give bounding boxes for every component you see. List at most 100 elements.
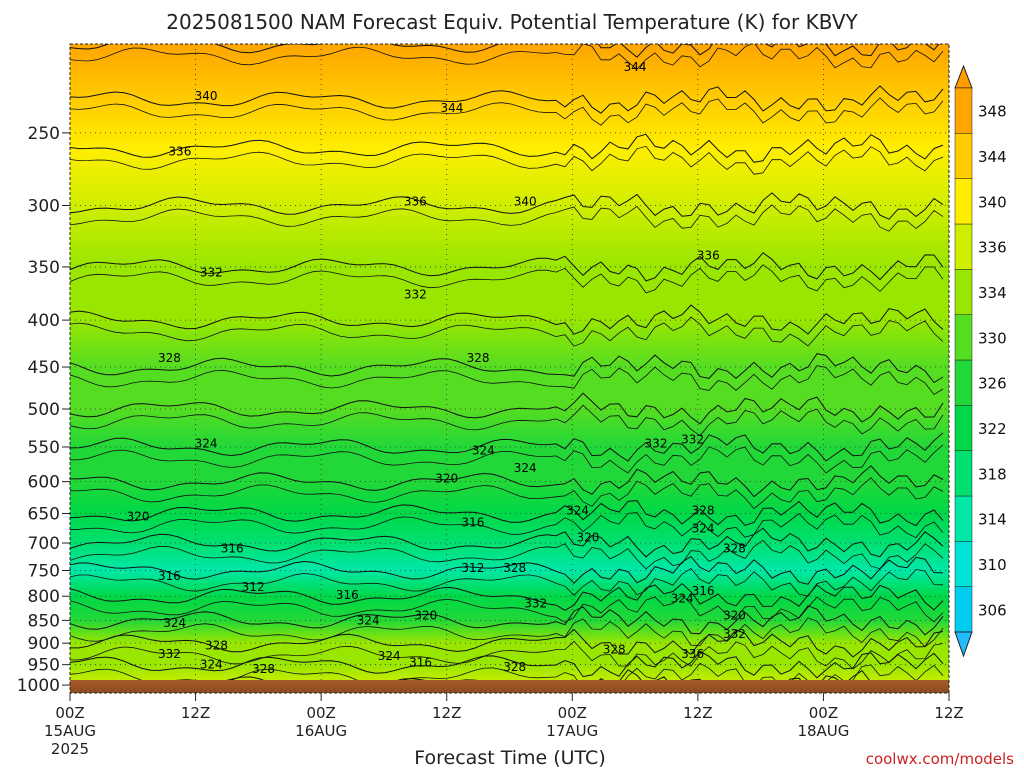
contour-label: 320 (723, 609, 746, 623)
contour-label: 328 (503, 660, 526, 674)
contour-line (70, 605, 944, 636)
contour-line (70, 97, 944, 126)
y-tick-label: 250 (28, 124, 60, 144)
contour-line (70, 304, 944, 335)
contour-label: 312 (461, 561, 484, 575)
contour-line (70, 628, 944, 658)
contour-label: 344 (440, 101, 463, 115)
x-tick-label: 00Z (55, 704, 84, 722)
contour-line (70, 500, 944, 527)
contour-label: 332 (524, 597, 547, 611)
contour-label: 316 (409, 656, 432, 670)
contour-label: 324 (472, 444, 495, 458)
contour-line (70, 594, 944, 623)
chart-title: 2025081500 NAM Forecast Equiv. Potential… (166, 10, 858, 34)
contour-label: 324 (378, 649, 401, 663)
contour-label: 328 (467, 351, 490, 365)
y-tick-label: 500 (28, 400, 60, 420)
colorbar-swatch (954, 269, 973, 315)
colorbar-label: 340 (978, 193, 1007, 211)
colorbar-label: 344 (978, 148, 1007, 166)
contour-label: 328 (692, 503, 715, 517)
contour-label: 320 (414, 609, 437, 623)
y-tick-label: 400 (28, 311, 60, 331)
contour-line (70, 85, 944, 114)
x-tick-label: 12Z (432, 704, 461, 722)
contour-label: 320 (435, 471, 458, 485)
contour-label: 316 (158, 569, 181, 583)
contour-label: 344 (624, 60, 647, 74)
y-tick-label: 350 (28, 258, 60, 278)
ground-surface (70, 680, 949, 693)
x-tick-date: 18AUG (797, 722, 849, 740)
x-tick-date: 17AUG (546, 722, 598, 740)
contour-line (70, 353, 944, 384)
contour-line (70, 527, 944, 558)
contour-line (70, 133, 944, 163)
contour-label: 316 (336, 588, 359, 602)
y-tick-label: 700 (28, 534, 60, 554)
y-tick-label: 550 (28, 438, 60, 458)
contour-label: 340 (195, 89, 218, 103)
contour-line (70, 44, 944, 70)
contour-line (70, 252, 944, 282)
colorbar-swatch (954, 87, 973, 134)
credit-text: coolwx.com/models (866, 750, 1014, 768)
contour-line (70, 432, 944, 462)
plot-frame (69, 43, 950, 694)
colorbar-label: 318 (978, 465, 1007, 483)
contour-line (70, 145, 944, 175)
x-tick-label: 00Z (809, 704, 838, 722)
y-tick-label: 300 (28, 197, 60, 217)
x-tick-label: 00Z (558, 704, 587, 722)
colorbar: 306 310 314 318 322 326 330 334 336 340 344 348 (954, 64, 1007, 658)
contour-label: 324 (566, 503, 589, 517)
colorbar-label: 334 (978, 284, 1007, 302)
colorbar-label: 336 (978, 239, 1007, 257)
colorbar-swatch (954, 450, 973, 497)
contour-label: 332 (404, 287, 427, 301)
contour-label: 332 (723, 627, 746, 641)
y-tick-label: 1000 (17, 676, 60, 696)
colorbar-label: 322 (978, 420, 1007, 438)
contour-line (70, 365, 944, 396)
contour-line (70, 392, 944, 425)
contour-line (70, 555, 944, 585)
y-tick-label: 450 (28, 358, 60, 378)
contour-label: 336 (168, 145, 191, 159)
colorbar-label: 314 (978, 511, 1007, 529)
contour-line (70, 650, 944, 679)
contour-label: 336 (681, 647, 704, 661)
contour-label: 336 (697, 248, 720, 262)
x-axis-label: Forecast Time (UTC) (414, 747, 605, 768)
contour-label: 320 (127, 510, 150, 524)
contour-line (70, 264, 944, 294)
colorbar-swatch (954, 405, 973, 451)
contour-label: 316 (692, 584, 715, 598)
contour-label: 320 (577, 530, 600, 544)
contour-label: 324 (671, 592, 694, 606)
x-tick-year: 2025 (51, 740, 89, 758)
contour-line (70, 512, 944, 539)
colorbar-swatch (954, 541, 973, 587)
y-tick-label: 900 (28, 634, 60, 654)
contour-label: 324 (357, 613, 380, 627)
contour-label: 332 (158, 647, 181, 661)
contour-line (70, 640, 944, 670)
colorbar-label: 326 (978, 375, 1007, 393)
contour-line (70, 465, 944, 498)
colorbar-top-arrow (954, 64, 973, 89)
contour-label: 332 (681, 433, 704, 447)
contour-line (70, 444, 944, 474)
y-tick-label: 650 (28, 505, 60, 525)
colorbar-swatch (954, 495, 973, 542)
contour-line (70, 404, 944, 437)
colorbar-label: 348 (978, 103, 1007, 121)
x-tick-date: 16AUG (295, 722, 347, 740)
colorbar-swatch (954, 178, 973, 225)
contour-label: 312 (242, 580, 265, 594)
contour-line (70, 582, 944, 611)
contour-line (70, 192, 944, 220)
